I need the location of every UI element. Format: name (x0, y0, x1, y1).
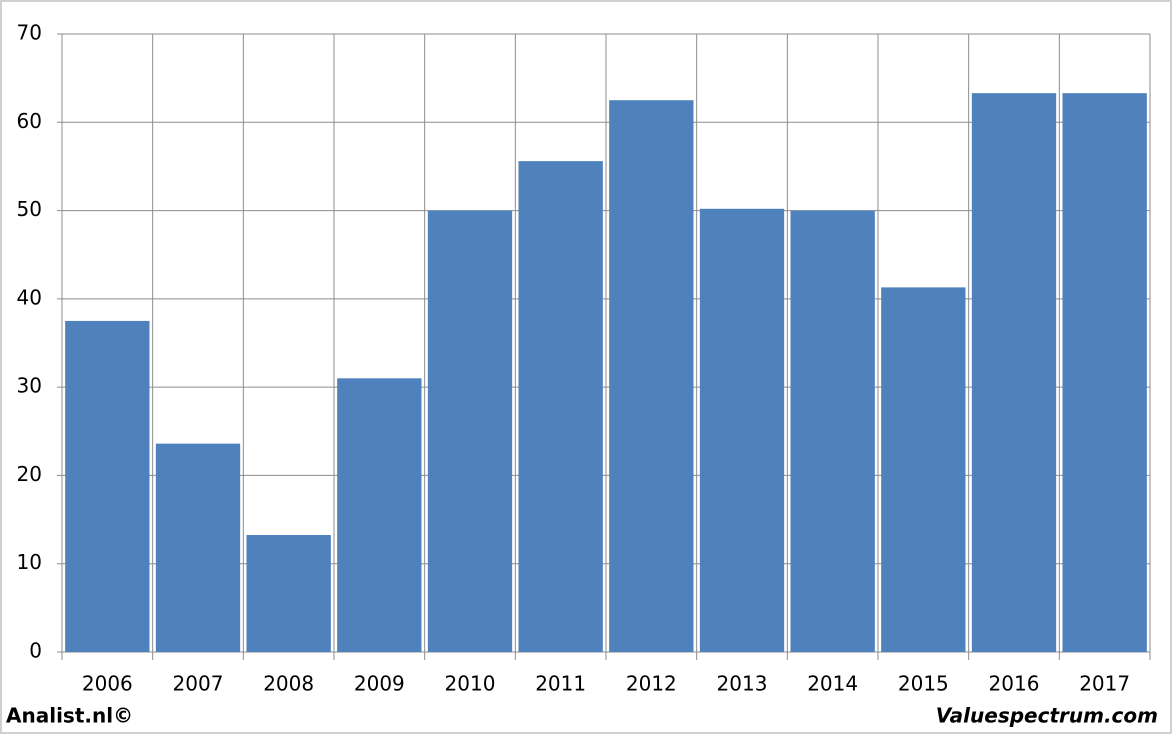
bar (881, 287, 966, 652)
x-tick-label: 2011 (535, 672, 586, 696)
y-tick-label: 40 (17, 285, 42, 309)
bar (790, 210, 875, 653)
x-tick-label: 2006 (82, 672, 133, 696)
y-tick-label: 60 (17, 109, 42, 133)
y-tick-label: 30 (17, 374, 42, 398)
y-tick-label: 0 (29, 639, 42, 663)
bar (518, 161, 603, 653)
bar (337, 378, 422, 652)
x-tick-label: 2016 (989, 672, 1040, 696)
x-tick-label: 2015 (898, 672, 949, 696)
bar (246, 535, 331, 652)
bar (1062, 93, 1147, 652)
bar (155, 443, 241, 652)
x-tick-label: 2017 (1079, 672, 1130, 696)
y-tick-label: 70 (17, 21, 42, 45)
footer-right: Valuespectrum.com (936, 704, 1158, 728)
bar (427, 210, 513, 653)
x-tick-label: 2007 (173, 672, 224, 696)
y-tick-label: 20 (17, 462, 42, 486)
x-tick-label: 2014 (807, 672, 858, 696)
footer-left: Analist.nl© (6, 704, 133, 728)
x-tick-label: 2012 (626, 672, 677, 696)
x-tick-label: 2009 (354, 672, 405, 696)
y-tick-label: 50 (17, 197, 42, 221)
y-tick-label: 10 (17, 550, 42, 574)
bar (699, 208, 785, 652)
bar (609, 100, 694, 652)
bar (65, 320, 150, 652)
x-tick-label: 2013 (717, 672, 768, 696)
bar (971, 93, 1057, 652)
x-tick-label: 2008 (263, 672, 314, 696)
x-tick-label: 2010 (445, 672, 496, 696)
